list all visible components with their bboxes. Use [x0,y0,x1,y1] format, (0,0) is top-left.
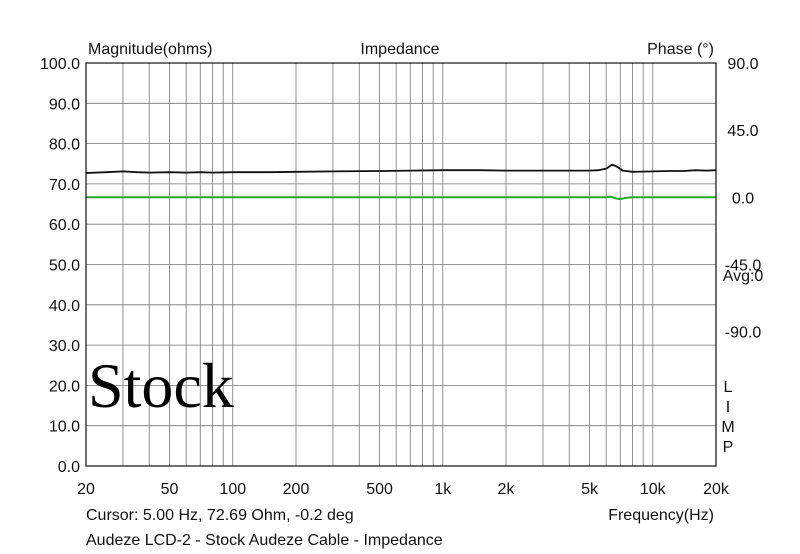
x-tick-label: 100 [219,481,246,498]
side-letter: L [724,379,733,396]
avg-label: Avg:0 [723,268,764,285]
y-tick-label: 10.0 [49,419,80,436]
y2-tick-label: 0.0 [732,190,754,207]
y-tick-label: 30.0 [49,338,80,355]
magnitude-line [85,163,717,174]
y-tick-label: 90.0 [49,96,80,113]
x-tick-label: 20 [77,481,95,498]
series-layer [85,163,717,200]
y-tick-label: 40.0 [49,298,80,315]
y-tick-label: 50.0 [49,258,80,275]
x-axis-label: Frequency(Hz) [608,507,714,524]
x-tick-label: 200 [283,481,310,498]
plot-frame [85,62,717,467]
chart-caption: Audeze LCD-2 - Stock Audeze Cable - Impe… [86,532,443,549]
ticks-layer: 100.0 90.0 80.0 70.0 60.0 50.0 40.0 30.0 20.0 10.… [40,56,761,498]
y-tick-label: 0.0 [58,459,80,476]
cursor-readout: Cursor: 5.00 Hz, 72.69 Ohm, -0.2 deg [86,507,354,524]
x-tick-label: 20k [703,481,730,498]
y2-tick-label: 45.0 [727,123,758,140]
phase-line [86,195,716,200]
y-tick-label: 80.0 [49,137,80,154]
side-letter: P [723,439,734,456]
x-tick-label: 5k [581,481,599,498]
right-axis-label: Phase (°) [647,41,714,58]
chart-title: Impedance [360,41,439,58]
y-tick-label: 60.0 [49,217,80,234]
stock-annotation: Stock [88,350,234,421]
y2-tick-label: -90.0 [725,325,762,342]
x-tick-label: 10k [640,481,667,498]
y2-tick-label: 90.0 [727,56,758,73]
grid-layer [86,63,716,466]
y-tick-label: 70.0 [49,177,80,194]
x-tick-label: 50 [161,481,179,498]
x-tick-label: 500 [366,481,393,498]
y-tick-label: 100.0 [40,56,80,73]
side-letter: M [721,419,734,436]
side-letter: I [726,399,730,416]
x-tick-label: 1k [434,481,452,498]
left-axis-label: Magnitude(ohms) [88,41,213,58]
x-tick-label: 2k [498,481,516,498]
y2-tick-label: -45.0 [725,258,762,275]
y-tick-label: 20.0 [49,378,80,395]
